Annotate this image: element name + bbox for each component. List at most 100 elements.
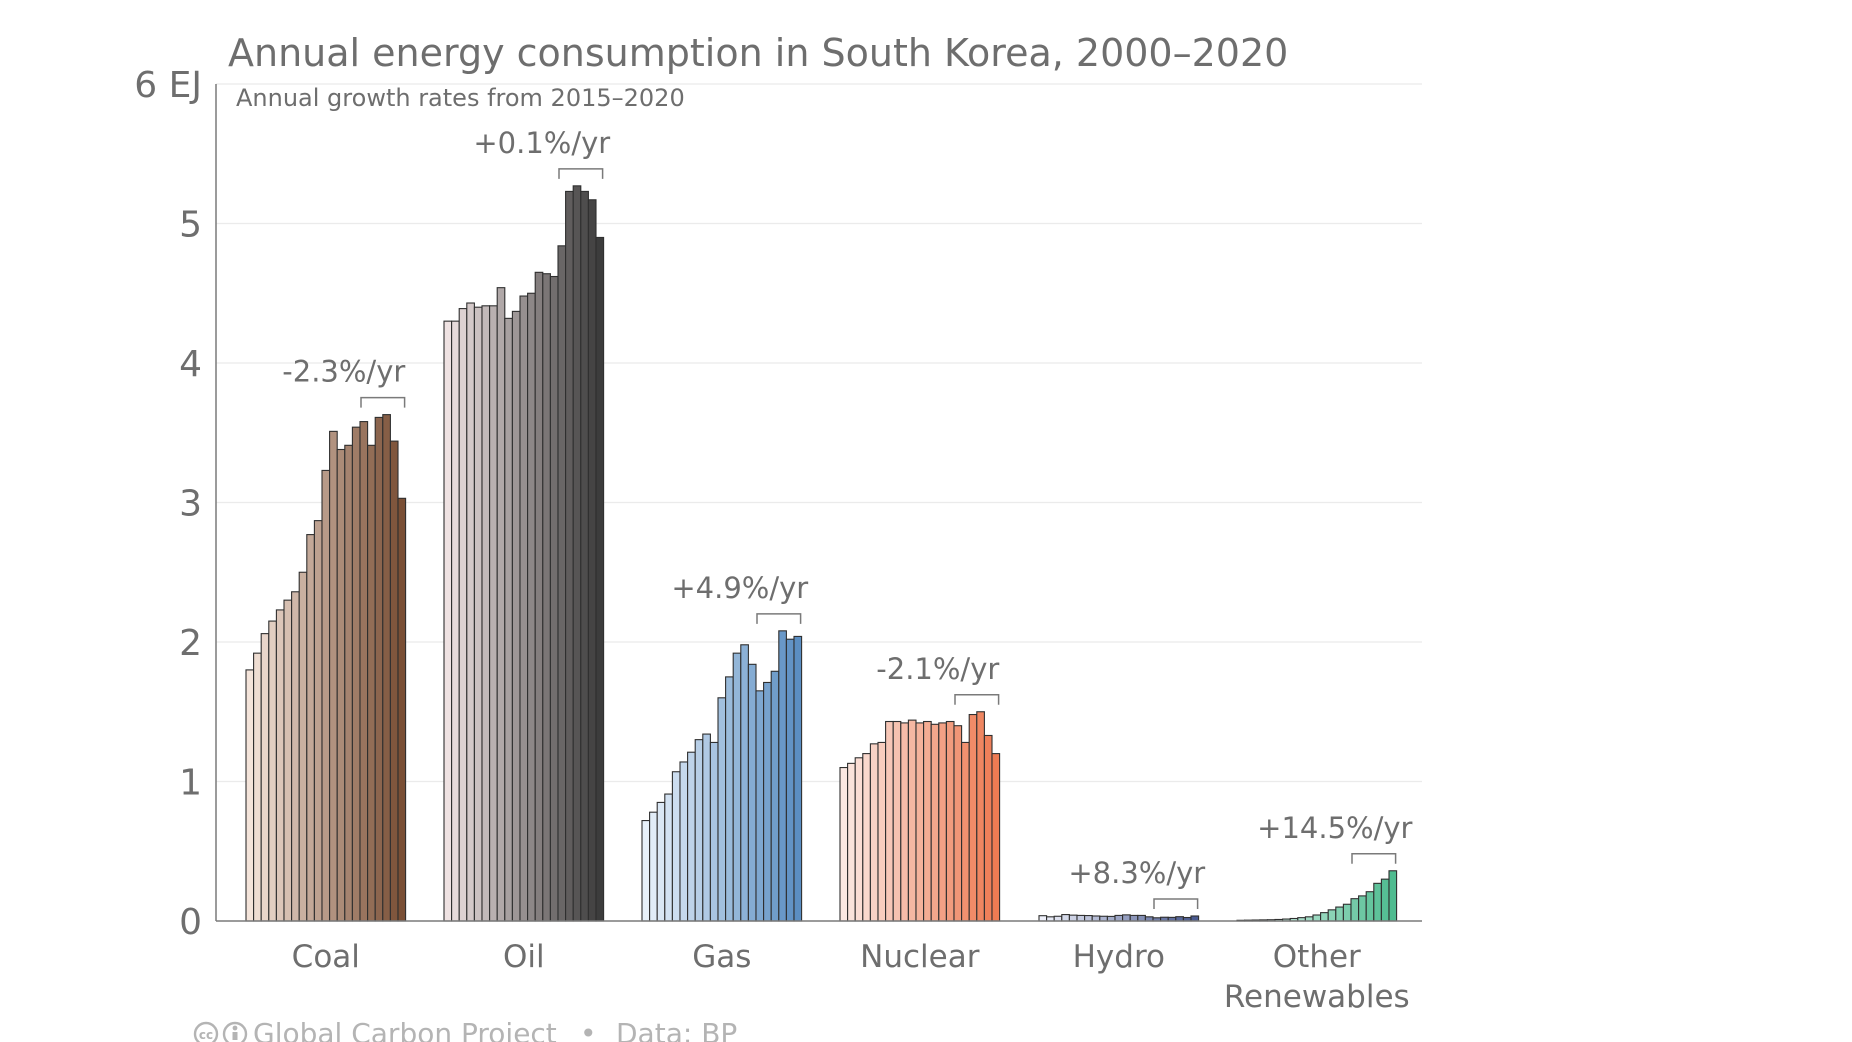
bar <box>679 761 689 922</box>
bar <box>1190 915 1200 922</box>
bar <box>664 793 673 922</box>
bar <box>1365 891 1375 922</box>
category-label: Renewables <box>1224 979 1410 1015</box>
bar <box>534 271 544 922</box>
bar <box>1350 898 1360 922</box>
bar <box>458 308 468 922</box>
bar <box>687 751 696 922</box>
bar <box>915 722 925 922</box>
bar <box>260 633 270 922</box>
bar <box>367 444 376 922</box>
bar <box>1076 914 1086 922</box>
bar <box>900 722 909 922</box>
bar <box>938 722 947 922</box>
category-label: Nuclear <box>860 939 980 975</box>
bar <box>473 306 483 922</box>
y-tick-label: 6 EJ <box>134 65 202 106</box>
bar <box>649 811 658 922</box>
bar-group-hydro: +8.3%/yr Hydro <box>1038 856 1205 975</box>
bar <box>489 305 498 922</box>
footer-credit: Global Carbon Project <box>253 1017 557 1042</box>
bar <box>291 591 300 922</box>
bar <box>336 448 346 922</box>
category-label: Hydro <box>1073 939 1165 975</box>
y-tick-label: 3 <box>179 484 202 525</box>
bar-group-gas: +4.9%/yr Gas <box>641 571 808 975</box>
y-tick-label: 1 <box>179 763 202 804</box>
bar <box>1320 912 1329 922</box>
bar <box>549 275 559 922</box>
growth-bracket <box>954 694 1000 705</box>
bar <box>268 620 277 922</box>
bar <box>740 644 749 922</box>
bar <box>983 734 993 922</box>
svg-text:cc: cc <box>199 1028 213 1042</box>
bar-groups: -2.3%/yr Coal +0.1%/yr Oil +4.9%/yr Gas -2.1%/… <box>245 126 1413 1015</box>
bar-group-oil: +0.1%/yr Oil <box>443 126 610 975</box>
bar <box>580 190 589 922</box>
bar <box>991 753 1001 922</box>
bar <box>854 757 864 922</box>
chart-title: Annual energy consumption in South Korea… <box>228 31 1288 75</box>
bar <box>253 652 262 922</box>
gridlines <box>216 83 1422 783</box>
y-tick-label: 0 <box>179 902 202 943</box>
bar <box>976 711 985 922</box>
growth-bracket <box>756 613 802 624</box>
bar <box>1068 914 1078 922</box>
bar <box>1373 882 1382 922</box>
bar <box>930 723 940 922</box>
growth-rate-label: +4.9%/yr <box>671 571 808 605</box>
bar <box>747 663 757 922</box>
bar <box>793 635 803 922</box>
bar <box>869 743 879 922</box>
bar <box>755 690 765 922</box>
bar <box>671 771 681 922</box>
bar <box>885 720 894 922</box>
bar <box>344 444 353 922</box>
bar <box>1342 903 1352 922</box>
bar <box>953 725 963 922</box>
growth-bracket <box>558 168 604 179</box>
bar <box>1084 915 1093 922</box>
bar <box>725 676 734 922</box>
bar <box>702 733 711 922</box>
bar <box>656 801 666 922</box>
bar <box>313 520 323 922</box>
bar <box>847 762 856 922</box>
bar <box>1091 915 1101 922</box>
bar <box>907 719 917 922</box>
growth-bracket <box>1153 898 1199 909</box>
bar <box>717 697 727 922</box>
bar <box>694 739 704 922</box>
bar <box>511 310 521 922</box>
bar <box>275 609 285 922</box>
bar <box>595 236 605 922</box>
bar <box>732 652 742 922</box>
bar <box>641 820 651 922</box>
bar <box>466 302 475 922</box>
bar <box>519 295 529 922</box>
bar <box>1061 914 1070 922</box>
bar <box>945 720 955 922</box>
bar <box>1335 906 1344 922</box>
bar <box>397 497 407 922</box>
bar <box>389 440 399 922</box>
growth-rate-label: +14.5%/yr <box>1257 811 1412 845</box>
bar <box>374 416 384 922</box>
growth-rate-label: +8.3%/yr <box>1068 856 1205 890</box>
category-label: Coal <box>292 939 360 975</box>
bar <box>778 630 787 922</box>
bar <box>565 190 574 922</box>
bar <box>329 430 338 922</box>
bar <box>542 273 551 922</box>
bar <box>892 720 902 922</box>
bar <box>451 320 460 922</box>
bar <box>709 741 719 922</box>
attribution-icon <box>222 1021 248 1042</box>
growth-bracket <box>1351 853 1397 864</box>
growth-rate-label: -2.3%/yr <box>282 355 405 389</box>
bar-group-coal: -2.3%/yr Coal <box>245 355 407 975</box>
bar <box>968 713 978 922</box>
